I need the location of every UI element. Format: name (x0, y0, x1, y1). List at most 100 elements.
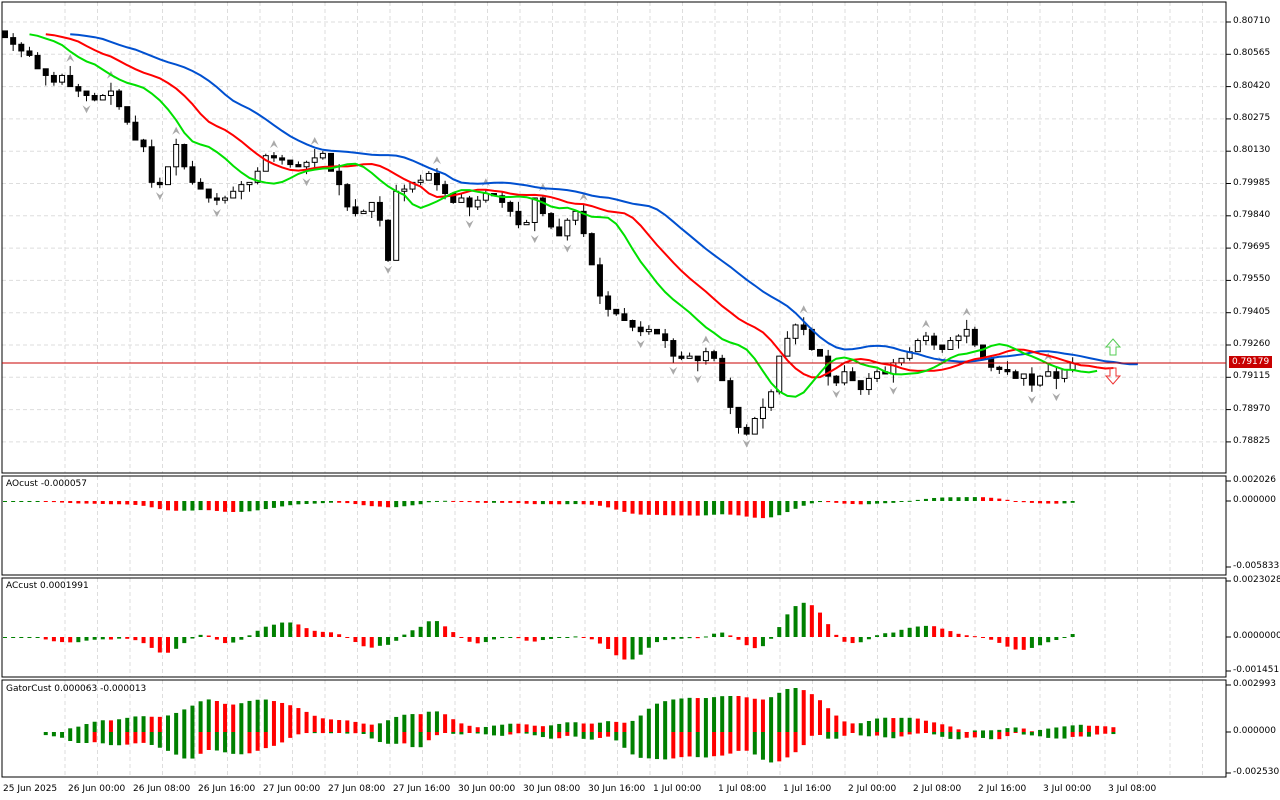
gator-upper-bar (377, 723, 382, 732)
ac-bar (1046, 637, 1051, 643)
ao-bar (288, 501, 293, 506)
ao-bar (940, 497, 945, 501)
ac-bar (1013, 637, 1018, 650)
candle-bearish (931, 335, 938, 346)
price-axis-label: 0.79115 (1233, 371, 1271, 382)
gator-upper-bar (402, 714, 407, 732)
gator-upper-bar (1103, 726, 1108, 732)
gator-upper-bar (589, 723, 594, 732)
ao-bar (296, 501, 301, 505)
gator-upper-bar (842, 721, 847, 732)
gator-upper-bar (320, 718, 325, 732)
ac-bar (92, 637, 97, 640)
gator-upper-bar (1029, 731, 1034, 733)
candle-bullish (222, 197, 229, 201)
candle-bullish (874, 371, 881, 379)
ac-bar (157, 637, 162, 653)
gator-lower-bar (133, 732, 138, 744)
ao-bar (606, 501, 611, 508)
ao-bar (35, 501, 40, 502)
fractal-down-icon (384, 265, 393, 274)
ac-bar (744, 637, 749, 646)
gator-upper-bar (418, 714, 423, 732)
candle-bearish (719, 357, 726, 382)
candle-bearish (205, 188, 212, 199)
gator-lower-bar (320, 732, 325, 734)
ao-bar (516, 501, 521, 504)
time-axis-label: 1 Jul 00:00 (653, 784, 702, 794)
ao-bar (1070, 501, 1075, 503)
gator-lower-bar (345, 732, 350, 734)
candle-bullish (368, 201, 375, 212)
gator-upper-bar (597, 722, 602, 732)
ao-bar (247, 501, 252, 512)
gator-upper-bar (875, 718, 880, 732)
candle-bearish (344, 184, 351, 208)
ac-bar (377, 637, 382, 646)
gator-lower-bar (1095, 732, 1100, 735)
candle-bearish (197, 181, 204, 190)
ac-bar (540, 637, 545, 641)
ac-bar (190, 637, 195, 639)
ac-bar (622, 637, 627, 660)
candle-bullish (393, 190, 400, 261)
candle-bearish (18, 43, 25, 52)
ac-panel (1, 577, 1227, 678)
gator-lower-bar (1021, 732, 1026, 735)
gator-lower-bar (589, 732, 594, 740)
ac-bar (720, 632, 725, 637)
ac-bar (288, 622, 293, 637)
gator-lower-bar (549, 732, 554, 739)
gator-upper-bar (891, 718, 896, 732)
candle-bearish (670, 340, 677, 357)
gator-indicator-label: GatorCust 0.000063 -0.000013 (6, 684, 147, 694)
ac-bar (141, 637, 146, 644)
candle-bullish (1061, 369, 1068, 379)
gator-upper-bar (239, 703, 244, 732)
gator-upper-bar (1062, 726, 1067, 732)
gator-lower-bar (353, 732, 358, 734)
time-axis-label: 1 Jul 16:00 (783, 784, 832, 794)
candle-bearish (621, 313, 628, 321)
ac-bar (353, 637, 358, 643)
ao-bar (125, 501, 130, 505)
gator-upper-bar (223, 703, 228, 732)
gator-upper-bar (614, 721, 619, 732)
gator-lower-bar (923, 732, 928, 733)
candle-bearish (800, 324, 807, 330)
gator-lower-bar (1013, 732, 1018, 733)
ac-bar (386, 637, 391, 645)
ao-bar (377, 501, 382, 507)
ao-bar (866, 501, 871, 505)
candle-bullish (311, 157, 318, 163)
fractal-up-icon (701, 335, 710, 344)
gator-upper-bar (190, 705, 195, 732)
gator-upper-bar (467, 725, 472, 732)
candle-bullish (955, 335, 962, 342)
ao-bar (304, 501, 309, 504)
ac-bar (549, 637, 554, 639)
gator-upper-bar (540, 726, 545, 732)
ac-bar (883, 633, 888, 637)
gator-upper-bar (785, 688, 790, 732)
ac-bar (923, 625, 928, 637)
fractal-up-icon (66, 53, 75, 62)
gator-upper-bar (288, 705, 293, 732)
gator-upper-bar (1086, 725, 1091, 732)
ao-bar (369, 501, 374, 507)
candle-bearish (596, 264, 603, 297)
candle-bearish (287, 159, 294, 166)
gator-upper-bar (606, 721, 611, 732)
gator-lower-bar (655, 732, 659, 760)
gator-upper-bar (655, 703, 659, 732)
gator-upper-bar (108, 720, 113, 732)
gator-upper-bar (125, 717, 130, 732)
gator-lower-bar (1005, 732, 1010, 737)
ac-bar (337, 634, 342, 637)
ac-bar (638, 637, 643, 655)
candle-bearish (613, 308, 620, 315)
ao-bar (434, 500, 439, 502)
ac-bar (3, 637, 7, 638)
ao-bar (785, 501, 790, 513)
